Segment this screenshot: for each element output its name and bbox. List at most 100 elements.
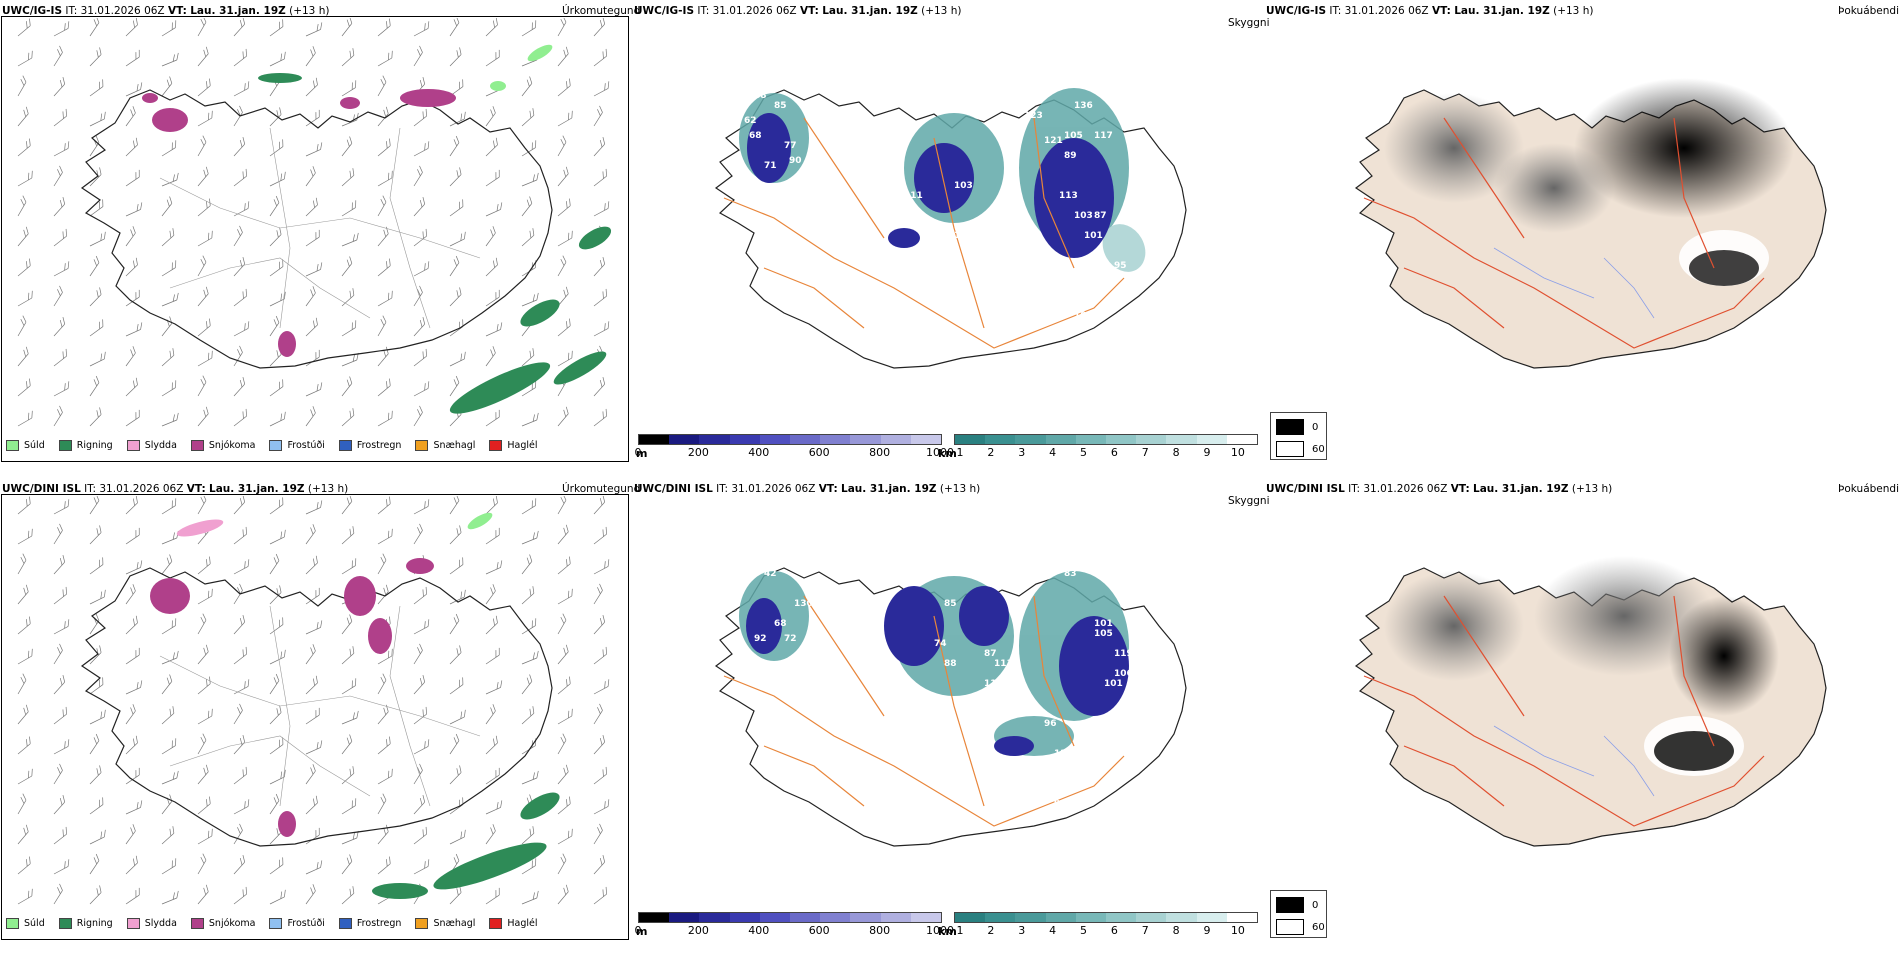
colorbar-tick: 9 [1203,924,1211,937]
legend-item: Haglél [489,918,538,929]
wind-barb [53,706,67,725]
wind-barb [413,405,423,427]
wind-barb [377,410,393,427]
colorbar-segment [1226,913,1257,922]
wind-barb [53,499,70,515]
height-label: 92 [754,634,767,644]
wind-barb [17,378,31,397]
panel-title: Skyggni [1228,17,1270,29]
height-label: 71 [764,161,777,171]
roads [159,127,481,329]
colorbar-tick: 1 [956,446,964,459]
wind-barb [593,855,606,875]
wind-barb [269,19,284,37]
wind-barb [197,613,207,635]
wind-barb [521,554,533,575]
wind-barb [233,321,250,337]
wind-barb [305,644,316,665]
precip-type-panel: UWC/DINI ISL IT: 31.01.2026 06Z VT: Lau.… [0,478,640,953]
wind-barb [557,853,567,875]
roads-red [1363,117,1765,349]
wind-barb [521,498,537,515]
wind-barb [269,411,286,427]
wind-barb [377,50,393,67]
navy-areas [746,586,1129,756]
wind-barb [377,673,387,695]
legend-label: Súld [24,918,45,929]
wind-barb [233,168,247,187]
wind-barb [233,377,246,397]
wind-barb [377,195,387,217]
colorbar-segment [1075,913,1106,922]
height-label: 101 [1084,231,1103,241]
height-label: 109 [924,241,943,251]
wind-barb [197,46,209,67]
legend-item: Slydda [126,440,177,451]
wind-barb [197,198,211,217]
colorbar-segment [729,913,760,922]
wind-barb [125,289,140,307]
wind-barb [341,18,353,37]
wind-barb [269,259,284,277]
height-colorbar: 0 200 400 600 800 1000 [635,434,954,460]
wind-barb [557,46,569,67]
legend-item: Snæhagl [415,918,475,929]
wind-barb [89,231,106,247]
height-label: 128 [1054,749,1073,759]
legend-item: Frostúði [269,918,325,929]
wind-barb [269,673,280,695]
wind-barb [413,141,430,157]
height-label: 108 [1074,311,1093,321]
legend-item: Snjókoma [190,440,255,451]
wind-barb [521,172,539,187]
wind-barb [161,858,177,875]
wind-barb [89,525,102,545]
wind-barb [593,496,606,515]
wind-barb [341,200,357,217]
colorbar-segment [985,913,1016,922]
wind-barb [233,201,250,217]
wind-barb [305,286,316,307]
wind-barb [269,553,280,575]
wind-barb [269,379,284,397]
wind-barb [53,261,70,277]
wind-barb [89,79,104,97]
wind-barb [521,348,535,367]
model-name: UWC/IG-IS [2,5,63,17]
wind-barb [341,256,353,277]
colorbar-tick: 5 [1080,446,1088,459]
wind-barb [89,375,100,397]
wind-barb [233,81,250,97]
wind-barb [377,528,393,545]
wind-barb [233,823,243,845]
wind-barb [53,795,66,815]
legend-swatch [338,918,352,929]
wind-barb [125,800,143,815]
wind-barb [521,108,535,127]
colorbar-segment [1136,435,1167,444]
wind-barb [125,377,138,397]
wind-barb [125,527,140,545]
wind-barb [305,524,316,545]
wind-barb [485,257,498,277]
wind-barb [89,557,104,575]
colorbar-segment [669,435,700,444]
wind-barb [269,857,284,875]
panel-header: UWC/DINI ISL IT: 31.01.2026 06Z VT: Lau.… [2,483,349,495]
height-label: 101 [1094,619,1113,629]
height-label: 119 [1114,649,1133,659]
wind-barb [341,854,353,875]
wind-barb [557,255,567,277]
panel-frame [1,494,629,940]
colorbar-tick: 3 [1018,446,1026,459]
wind-barb [449,613,460,635]
wind-barb [449,375,460,397]
wind-barb [413,795,426,815]
wind-barb [449,496,460,515]
wind-barb [233,799,250,815]
colorbar-segment [880,913,911,922]
height-label: 86 [1034,241,1047,251]
height-label: 117 [984,679,1003,689]
wind-barb [161,260,177,277]
wind-barb [125,496,138,515]
